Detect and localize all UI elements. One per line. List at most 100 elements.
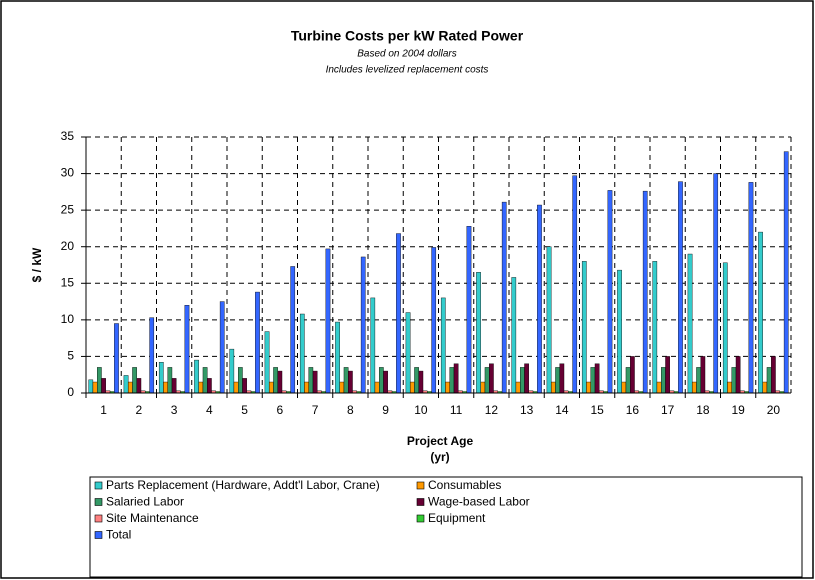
bar — [546, 246, 552, 394]
bar — [466, 226, 472, 394]
bar — [489, 363, 494, 394]
legend-swatch — [94, 481, 103, 490]
legend-label: Consumables — [428, 478, 501, 492]
bar — [123, 375, 129, 394]
x-tick-label: 5 — [241, 403, 248, 417]
bar — [758, 231, 763, 394]
y-tick-label: 0 — [67, 385, 74, 399]
bar — [233, 381, 239, 394]
legend-label: Wage-based Labor — [428, 495, 530, 509]
bar — [370, 297, 376, 394]
bar — [713, 173, 719, 394]
bar — [219, 301, 225, 394]
bar — [722, 262, 728, 394]
bar — [762, 381, 768, 394]
bar — [325, 248, 331, 394]
bar — [735, 356, 741, 394]
bar — [167, 367, 173, 394]
bar — [255, 291, 260, 394]
bar — [511, 277, 517, 394]
y-tick-label: 20 — [61, 239, 75, 253]
bar — [158, 362, 164, 394]
legend-label: Salaried Labor — [106, 495, 184, 509]
bar — [440, 297, 446, 394]
bar — [299, 313, 305, 394]
bar — [114, 323, 119, 394]
bar — [696, 367, 701, 394]
bar — [748, 182, 754, 394]
x-tick-label: 10 — [414, 403, 428, 417]
bar — [264, 331, 270, 394]
bar — [665, 356, 670, 394]
bar — [194, 359, 199, 394]
chart-subtitle: Based on 2004 dollars — [357, 49, 457, 60]
bar — [97, 367, 102, 394]
bar — [207, 378, 212, 394]
bar — [414, 367, 419, 394]
bar — [184, 305, 190, 394]
x-tick-label: 6 — [277, 403, 284, 417]
bar — [374, 381, 380, 394]
bar — [501, 201, 507, 394]
x-tick-label: 1 — [100, 403, 107, 417]
x-tick-label: 17 — [661, 403, 675, 417]
x-tick-label: 7 — [312, 403, 319, 417]
x-tick-label: 3 — [171, 403, 178, 417]
legend-label: Site Maintenance — [106, 511, 199, 525]
bar — [642, 190, 648, 394]
bar — [348, 370, 353, 394]
bar — [656, 381, 662, 394]
bar — [379, 367, 384, 394]
bar — [652, 261, 658, 394]
legend-label: Total — [106, 528, 131, 542]
bar — [687, 253, 693, 394]
legend-swatch — [416, 498, 425, 506]
x-tick-label: 13 — [520, 403, 534, 417]
bar — [621, 381, 627, 394]
bar — [101, 378, 106, 394]
x-tick-label: 15 — [590, 403, 604, 417]
y-axis-title: $ / kW — [30, 247, 44, 282]
bar — [607, 190, 613, 394]
bar — [476, 272, 481, 394]
bar — [572, 175, 578, 394]
bar — [132, 367, 137, 394]
bar — [537, 204, 542, 394]
bar — [229, 348, 235, 394]
bar — [731, 367, 737, 394]
chart-subtitle: Includes levelized replacement costs — [326, 65, 489, 76]
x-tick-label: 19 — [731, 403, 745, 417]
bar — [312, 370, 318, 394]
bar — [515, 381, 521, 394]
bar — [480, 381, 486, 394]
bar — [88, 379, 94, 394]
legend-label: Parts Replacement (Hardware, Addt'l Labo… — [106, 478, 380, 492]
bar — [678, 181, 683, 394]
bar — [661, 367, 666, 394]
y-tick-label: 30 — [61, 166, 75, 180]
bar — [409, 381, 415, 394]
bar — [590, 367, 596, 394]
bar — [520, 367, 525, 394]
bar — [268, 381, 274, 394]
bar — [524, 363, 529, 394]
legend-swatch — [94, 531, 103, 539]
bar — [766, 367, 772, 394]
bar — [242, 378, 247, 394]
bar — [396, 233, 401, 394]
bar — [617, 269, 622, 394]
bar — [343, 367, 349, 394]
x-tick-label: 2 — [136, 403, 143, 417]
bar — [418, 370, 424, 394]
bar — [163, 381, 168, 394]
x-axis-title: Project Age — [407, 434, 474, 448]
bar — [290, 266, 296, 394]
chart-title: Turbine Costs per kW Rated Power — [291, 28, 524, 44]
bar — [594, 363, 600, 394]
bar — [586, 381, 591, 394]
x-tick-label: 14 — [555, 403, 569, 417]
bar — [555, 367, 560, 394]
legend-swatch — [416, 481, 425, 490]
y-tick-label: 10 — [61, 312, 75, 326]
